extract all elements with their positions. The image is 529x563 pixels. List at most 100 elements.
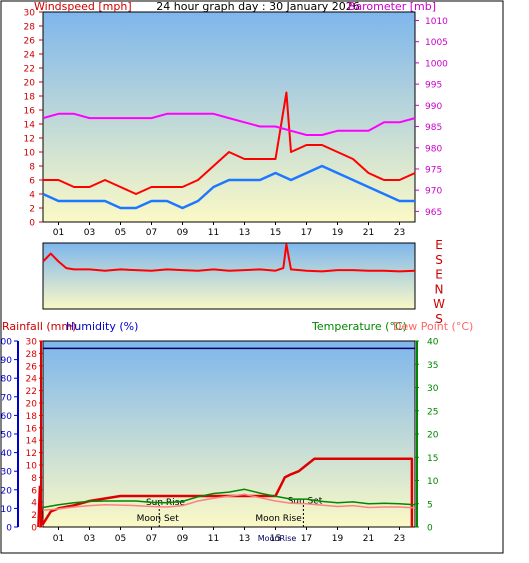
rain-tick-label: 2 (31, 511, 37, 521)
rain-temp-panel: Rainfall (mm) Humidity (%) Temperature (… (0, 320, 473, 544)
rain-tick-label: 4 (31, 499, 37, 509)
wind-x-tick-label: 17 (301, 228, 312, 238)
direction-label: S (435, 253, 443, 267)
rain-temp-series (37, 347, 416, 528)
humidity-axis-label: Humidity (%) (66, 320, 138, 333)
rain-x-tick-label: 15 (270, 534, 281, 544)
moonrise-axis-label: MoonRise (258, 534, 297, 543)
barometer-tick-label: 970 (425, 187, 442, 197)
wind-x-tick-label: 01 (53, 228, 64, 238)
rain-tick-label: 8 (31, 474, 37, 484)
humidity-tick-label: 40 (1, 449, 13, 459)
barometer-tick-label: 985 (425, 123, 442, 133)
temp-tick-label: 5 (427, 500, 433, 510)
direction-line (42, 243, 416, 273)
wind-x-tick-label: 05 (115, 228, 126, 238)
temperature-line (42, 488, 416, 509)
rain-x-tick-label: 03 (84, 534, 95, 544)
temperature-axis-label: Temperature (°C) (311, 320, 407, 333)
barometer-tick-label: 1000 (425, 59, 448, 69)
temp-tick-label: 20 (427, 431, 439, 441)
rain-tick-label: 30 (26, 338, 38, 348)
wind-x-tick-label: 21 (363, 228, 374, 238)
rain-x-tick-label: 13 (239, 534, 250, 544)
barometer-tick-label: 995 (425, 81, 442, 91)
rain-x-tick-label: 07 (146, 534, 157, 544)
rain-x-axis: 01 03 05 07 09 11 13 15 17 19 21 23 (53, 527, 405, 544)
wind-x-tick-label: 03 (84, 228, 95, 238)
wind-tick-label: 28 (24, 23, 36, 33)
wind-tick-label: 30 (24, 9, 36, 19)
humidity-tick-label: 60 (1, 412, 13, 422)
barometer-tick-label: 1005 (425, 38, 448, 48)
rain-tick-label: 24 (26, 375, 38, 385)
sunset-label: Sun Set (288, 496, 323, 506)
wind-x-tick-label: 13 (239, 228, 250, 238)
windspeed-axis-label: Windspeed [mph] (34, 0, 132, 13)
rain-tick-label: 12 (26, 449, 37, 459)
series-line-barometer (42, 112, 416, 136)
wind-tick-label: 26 (24, 37, 36, 47)
rain-x-tick-label: 19 (332, 534, 344, 544)
rain-x-tick-label: 11 (208, 534, 219, 544)
rain-tick-label: 0 (31, 524, 37, 534)
wind-tick-label: 2 (29, 205, 35, 215)
rain-x-tick-label: 17 (301, 534, 312, 544)
direction-label: N (435, 282, 444, 296)
rain-tick-label: 22 (26, 387, 37, 397)
humidity-tick-label: 50 (1, 431, 13, 441)
rain-x-tick-label: 09 (177, 534, 189, 544)
humidity-tick-label: 10 (1, 505, 13, 515)
rain-x-tick-label: 01 (53, 534, 64, 544)
wind-tick-label: 22 (24, 65, 35, 75)
rain-tick-label: 6 (31, 486, 37, 496)
wind-tick-label: 14 (24, 121, 36, 131)
series-line-gust (43, 91, 416, 195)
series-line-windspeed (42, 164, 415, 210)
rain-x-tick-label: 05 (115, 534, 126, 544)
wind-tick-label: 20 (24, 79, 36, 89)
wind-barometer-panel: Windspeed [mph] 24 hour graph day : 30 J… (24, 0, 449, 238)
rain-x-tick-label: 21 (363, 534, 374, 544)
direction-label: S (435, 312, 443, 326)
direction-label: E (435, 238, 443, 252)
temp-tick-label: 15 (427, 454, 438, 464)
humidity-tick-label: 20 (1, 486, 13, 496)
dewpoint-axis-label: Dew Point (°C) (393, 320, 473, 333)
wind-tick-label: 4 (29, 191, 35, 201)
humidity-tick-label: 0 (6, 524, 12, 534)
rainfall-axis-label: Rainfall (mm) (2, 320, 76, 333)
temp-tick-label: 40 (427, 338, 439, 348)
wind-tick-label: 6 (29, 177, 35, 187)
wind-x-tick-label: 15 (270, 228, 281, 238)
temp-tick-label: 30 (427, 384, 439, 394)
humidity-tick-label: 90 (1, 356, 13, 366)
humidity-tick-label: 100 (0, 338, 12, 348)
temp-tick-label: 35 (427, 361, 438, 371)
humidity-tick-label: 70 (1, 393, 13, 403)
moonset-label: Moon Set (137, 514, 180, 524)
humidity-tick-label: 30 (1, 468, 13, 478)
wind-tick-label: 18 (24, 93, 36, 103)
temp-tick-label: 0 (427, 524, 433, 534)
rain-tick-label: 18 (26, 412, 38, 422)
temp-tick-label: 25 (427, 407, 438, 417)
humidity-tick-label: 80 (1, 375, 13, 385)
wind-x-tick-label: 09 (177, 228, 189, 238)
direction-label: E (435, 268, 443, 282)
barometer-tick-label: 990 (425, 102, 442, 112)
rain-x-tick-label: 23 (394, 534, 405, 544)
rain-tick-label: 14 (26, 437, 38, 447)
wind-x-axis: 01 03 05 07 09 11 13 15 17 19 21 23 (53, 222, 405, 238)
barometer-tick-label: 975 (425, 165, 442, 175)
wind-series (42, 91, 416, 210)
rain-tick-label: 16 (26, 424, 38, 434)
rain-tick-label: 28 (26, 350, 38, 360)
wind-tick-label: 0 (29, 219, 35, 229)
barometer-tick-label: 1010 (425, 17, 448, 27)
humidity-y-axis: 0 10 20 30 40 50 60 70 80 90 100 (0, 338, 19, 534)
